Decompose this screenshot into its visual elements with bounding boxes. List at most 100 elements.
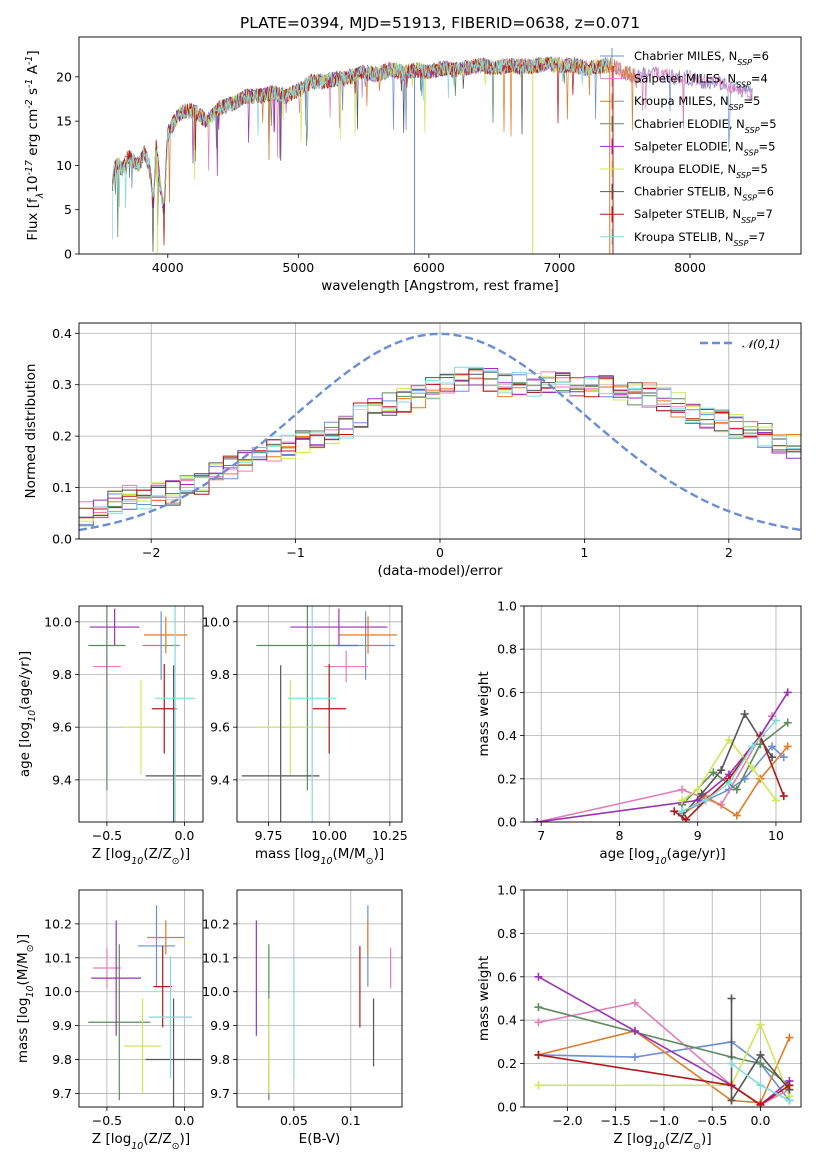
- y-tick-label: 0: [64, 247, 72, 262]
- y-tick-label: 10.2: [202, 916, 230, 931]
- errorbar-point-8: [287, 606, 337, 822]
- errorbar-point-3: [256, 606, 359, 791]
- errorbar-point-7: [153, 945, 172, 1028]
- axes-spectrum: 4000 5000 6000 7000 8000 0 5 10 15 20 wavelength […: [24, 14, 802, 294]
- errorbar-point-3: [88, 944, 151, 1101]
- x-tick-label: −1.0: [649, 1113, 679, 1128]
- axes-frame: [78, 322, 802, 540]
- y-tick-label: 0.6: [497, 685, 517, 700]
- y-tick-label: 0.8: [497, 642, 517, 657]
- weight-marker: [670, 807, 679, 816]
- axes-frame: [78, 605, 204, 823]
- y-tick-label: 10.0: [44, 984, 72, 999]
- weight-marker: [732, 785, 741, 794]
- x-tick-label: −2.0: [552, 1113, 582, 1128]
- x-tick-label: 1: [580, 545, 588, 560]
- weight-marker: [681, 815, 690, 822]
- y-tick-label: 9.8: [210, 1052, 230, 1067]
- x-axis-label: wavelength [Angstrom, rest frame]: [321, 278, 559, 294]
- y-tick-label: 0.0: [497, 815, 517, 830]
- weight-marker: [756, 1020, 765, 1029]
- y-tick-label: 0.2: [52, 429, 72, 444]
- weight-series-5: [538, 1022, 791, 1097]
- weight-marker: [678, 796, 687, 805]
- y-tick-label: 0.4: [497, 1013, 517, 1028]
- x-tick-label: 8000: [674, 260, 706, 275]
- x-tick-label: −2: [142, 545, 160, 560]
- axes-frame: [523, 889, 802, 1108]
- errorbar-point-6: [241, 665, 320, 822]
- weight-marker: [727, 994, 736, 1003]
- weight-marker: [701, 796, 710, 805]
- weight-marker: [630, 1053, 639, 1062]
- y-tick-label: 0.4: [52, 326, 72, 341]
- errorbar-point-6: [145, 998, 202, 1107]
- weight-marker: [534, 1081, 543, 1090]
- x-tick-label: 8: [615, 828, 623, 843]
- spectrum-series-4: [111, 57, 610, 209]
- weight-marker: [693, 785, 702, 794]
- spectrum-series-6: [111, 56, 610, 252]
- x-axis-label: (data-model)/error: [377, 563, 503, 579]
- weight-marker: [785, 1096, 794, 1105]
- chart-title: PLATE=0394, MJD=51913, FIBERID=0638, z=0…: [240, 14, 640, 32]
- legend-label-7: Salpeter STELIB, NSSP=7: [634, 207, 773, 225]
- x-tick-label: 0.0: [751, 1113, 771, 1128]
- plot-area: [111, 56, 753, 254]
- weight-marker: [534, 1003, 543, 1012]
- legend-label-3: Chabrier ELODIE, NSSP=5: [634, 117, 777, 135]
- x-tick-label: 9: [694, 828, 702, 843]
- x-axis-label: Z [log10(Z/Z⊙)]: [92, 846, 190, 867]
- weight-marker: [697, 789, 706, 798]
- x-axis-label: Z [log10(Z/Z⊙)]: [613, 1131, 711, 1152]
- errorbar-point-2: [147, 920, 185, 955]
- y-tick-label: 9.8: [210, 667, 230, 682]
- x-tick-label: 0.0: [174, 828, 194, 843]
- weight-marker: [748, 764, 757, 772]
- axes-frame: [523, 605, 802, 823]
- weight-marker: [725, 779, 734, 788]
- x-tick-label: 10.25: [372, 828, 408, 843]
- plot-area: [88, 606, 202, 822]
- weight-marker: [756, 1059, 765, 1068]
- x-axis-label: Z [log10(Z/Z⊙)]: [92, 1131, 190, 1152]
- weight-marker: [740, 710, 749, 718]
- weight-marker: [678, 785, 687, 794]
- errorbar-point-7: [312, 663, 347, 754]
- y-tick-label: 1.0: [497, 883, 517, 898]
- weight-marker: [630, 998, 639, 1007]
- histogram-series-6: [79, 373, 801, 518]
- y-tick-label: 0.2: [497, 1056, 517, 1071]
- weight-marker: [783, 688, 792, 697]
- y-tick-label: 10: [56, 158, 72, 173]
- legend-normal-label: 𝒩(0,1): [742, 337, 780, 351]
- errorbar-point-1: [324, 650, 369, 683]
- axes-residuals: −2 −1 0 1 2 0.0 0.1 0.2 0.3 0.4 (data-model)/error…: [23, 322, 802, 579]
- y-tick-label: 0.0: [497, 1100, 517, 1115]
- errorbar-point-5: [256, 679, 325, 775]
- y-tick-label: 9.6: [52, 720, 72, 735]
- x-tick-label: 2: [725, 545, 733, 560]
- legend-label-2: Kroupa MILES, NSSP=5: [634, 94, 760, 112]
- y-tick-label: 9.8: [52, 667, 72, 682]
- x-tick-label: 0: [436, 545, 444, 560]
- spectrum-series-8: [111, 57, 610, 240]
- errorbar-point-8: [154, 606, 196, 822]
- axes-frame: [78, 36, 802, 255]
- x-tick-label: 5000: [282, 260, 314, 275]
- weight-marker: [779, 792, 788, 801]
- y-tick-label: 0.1: [52, 480, 72, 495]
- weight-marker: [783, 742, 792, 751]
- errorbar-point-4: [91, 920, 141, 1036]
- y-tick-label: 0.4: [497, 728, 517, 743]
- x-tick-label: 0.0: [174, 1113, 194, 1128]
- legend-label-8: Kroupa STELIB, NSSP=7: [634, 230, 765, 248]
- axes-frame: [78, 889, 204, 1108]
- y-tick-label: 9.6: [210, 720, 230, 735]
- weight-series-7: [538, 1054, 790, 1106]
- x-tick-label: 9.75: [255, 828, 283, 843]
- axes-age_vs_mass: 9.75 10.00 10.25 9.4 9.6 9.8 10.0 mass [log10(M…: [202, 605, 408, 867]
- y-tick-label: 0.2: [497, 771, 517, 786]
- plot-area: [534, 972, 794, 1107]
